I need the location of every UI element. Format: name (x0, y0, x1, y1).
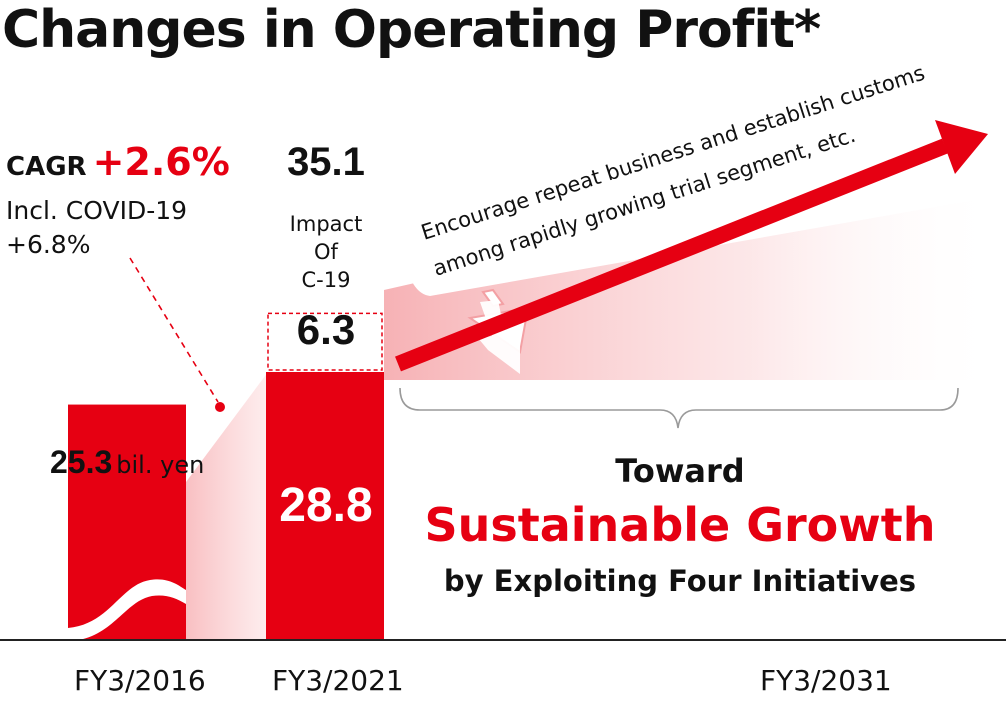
fy2016-value: 25.3 (50, 444, 113, 480)
impact-text-line: C-19 (301, 268, 351, 292)
growth-arrow-shaft (395, 138, 948, 372)
x-tick-label-fy2021: FY3/2021 (272, 664, 404, 697)
tagline-initiatives: by Exploiting Four Initiatives (443, 564, 917, 598)
impact-text: Impact Of C-19 (268, 210, 384, 294)
x-tick-label-fy2031: FY3/2031 (760, 664, 892, 697)
bar-fy2021 (266, 372, 384, 640)
brace (399, 387, 959, 429)
fy2021-value-label: 28.8 (279, 479, 373, 532)
impact-value-label: 6.3 (296, 306, 356, 353)
bar-swoosh (68, 579, 186, 641)
growth-arrow-head-icon (935, 120, 988, 174)
annotation-callout (399, 75, 976, 296)
growth-band-left (186, 372, 268, 640)
cagr-leader-dot (215, 402, 225, 412)
impact-text-line: Impact (289, 212, 363, 236)
tagline-toward: Toward (615, 452, 745, 490)
impact-text-line: Of (314, 240, 338, 264)
covid-value: +6.8% (6, 230, 91, 259)
bar-impact-c19 (267, 312, 383, 371)
cagr-leader-line (129, 257, 219, 403)
tagline-growth: Sustainable Growth (424, 498, 936, 552)
page-title: Changes in Operating Profit* (2, 0, 821, 60)
fy2016-unit: bil. yen (116, 451, 205, 479)
cagr-label: CAGR (6, 152, 87, 182)
x-tick-label-fy2016: FY3/2016 (74, 664, 206, 697)
covid-label: Incl. COVID-19 (6, 196, 188, 225)
total-value-label: 35.1 (287, 140, 365, 184)
cagr-block: CAGR +2.6% (6, 140, 230, 184)
down-arrow-icon (478, 300, 520, 374)
fy2016-value-label: 25.3 bil. yen (50, 444, 204, 481)
cagr-value: +2.6% (92, 140, 230, 184)
